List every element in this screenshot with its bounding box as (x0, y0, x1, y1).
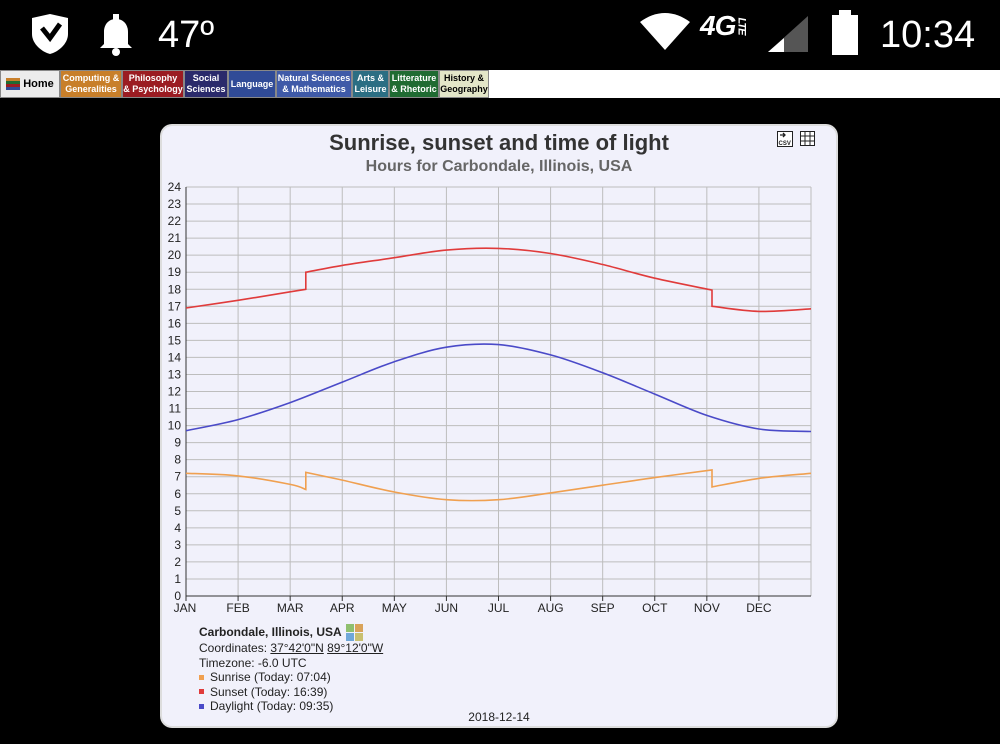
y-tick-label: 15 (168, 333, 182, 347)
temperature-text: 47º (158, 14, 215, 56)
coordinates-label: Coordinates: (199, 641, 268, 655)
legend-item[interactable]: Sunset (Today: 16:39) (199, 685, 383, 700)
nav-tab-4[interactable]: Language (228, 70, 276, 98)
nav-tab-3[interactable]: Social Sciences (184, 70, 228, 98)
legend-items: Sunrise (Today: 07:04) Sunset (Today: 16:… (199, 670, 383, 714)
map-grid-icon[interactable] (345, 624, 363, 641)
y-tick-label: 2 (174, 555, 181, 569)
clock-text: 10:34 (880, 14, 976, 56)
y-tick-label: 18 (168, 282, 182, 296)
legend-marker-icon (199, 703, 204, 709)
nav-tab-1[interactable]: Computing & Generalities (60, 70, 122, 98)
chart-subtitle: Hours for Carbondale, Illinois, USA (365, 158, 633, 175)
y-tick-label: 16 (168, 316, 182, 330)
legend-item[interactable]: Daylight (Today: 09:35) (199, 699, 383, 714)
legend-marker-icon (199, 674, 204, 680)
y-tick-label: 12 (168, 385, 182, 399)
svg-text:CSV: CSV (779, 141, 791, 147)
y-tick-label: 23 (168, 197, 182, 211)
x-tick-label: MAY (382, 601, 407, 615)
x-tick-label: MAR (277, 601, 304, 615)
signal-icon (768, 16, 808, 52)
nav-tab-2[interactable]: Philosophy & Psychology (122, 70, 184, 98)
status-bar: 47º 4G LTE 10:34 (0, 0, 1000, 70)
series-line-daylight (185, 343, 812, 433)
chart-date: 2018-12-14 (468, 710, 530, 724)
nav-tab-label: Home (23, 77, 54, 90)
y-tick-label: 20 (168, 248, 182, 262)
x-tick-label: OCT (642, 601, 668, 615)
nav-tab-0[interactable]: Home (0, 70, 60, 98)
x-tick-label: AUG (538, 601, 564, 615)
latitude-link[interactable]: 37°42'0"N (270, 641, 324, 655)
x-tick-label: JAN (174, 601, 197, 615)
legend-item-label: Sunrise (Today: 07:04) (210, 670, 331, 684)
legend-location: Carbondale, Illinois, USA (199, 625, 342, 640)
wifi-icon (640, 13, 690, 50)
nav-tab-8[interactable]: History & Geography (439, 70, 489, 98)
table-view-icon[interactable] (800, 131, 815, 146)
legend-item-label: Daylight (Today: 09:35) (210, 699, 334, 713)
y-tick-label: 0 (174, 589, 181, 603)
y-tick-label: 11 (169, 402, 182, 416)
y-tick-label: 13 (168, 367, 182, 381)
longitude-link[interactable]: 89°12'0"W (327, 641, 384, 655)
legend-marker-icon (199, 689, 204, 695)
y-tick-label: 21 (168, 231, 182, 245)
legend-coordinates: Coordinates: 37°42'0"N 89°12'0"W (199, 641, 383, 656)
y-tick-label: 9 (174, 436, 181, 450)
x-tick-label: APR (330, 601, 355, 615)
y-tick-label: 5 (174, 504, 181, 518)
legend-item[interactable]: Sunrise (Today: 07:04) (199, 670, 383, 685)
csv-export-icon[interactable]: CSV (777, 131, 793, 147)
home-books-icon (6, 78, 21, 90)
y-tick-label: 8 (174, 453, 181, 467)
y-tick-label: 19 (168, 265, 182, 279)
x-tick-label: SEP (591, 601, 615, 615)
y-tick-label: 22 (168, 214, 182, 228)
x-tick-label: NOV (694, 601, 720, 615)
bell-icon (100, 14, 132, 56)
x-tick-label: FEB (226, 601, 249, 615)
network-type-text: 4G (700, 10, 736, 41)
x-tick-label: JUL (488, 601, 510, 615)
network-type: 4G LTE (700, 10, 750, 42)
y-tick-label: 10 (168, 419, 182, 433)
battery-icon (832, 10, 858, 55)
y-tick-label: 7 (174, 470, 181, 484)
y-tick-label: 24 (168, 180, 182, 194)
series-line-sunrise (185, 468, 812, 502)
y-tick-label: 6 (174, 487, 181, 501)
y-tick-label: 14 (168, 350, 182, 364)
y-tick-label: 1 (174, 572, 181, 586)
y-tick-label: 17 (168, 299, 182, 313)
nav-tab-6[interactable]: Arts & Leisure (352, 70, 389, 98)
y-tick-label: 3 (174, 538, 181, 552)
shield-icon (32, 14, 68, 54)
x-tick-label: DEC (746, 601, 772, 615)
legend-item-label: Sunset (Today: 16:39) (210, 684, 328, 699)
x-tick-label: JUN (435, 601, 458, 615)
y-tick-label: 4 (174, 521, 181, 535)
nav-tab-5[interactable]: Natural Sciences & Mathematics (276, 70, 352, 98)
chart-title: Sunrise, sunset and time of light (329, 130, 669, 155)
series-line-sunset (185, 247, 812, 313)
legend-timezone: Timezone: -6.0 UTC (199, 655, 307, 670)
chart-legend: Carbondale, Illinois, USA Coordinates: 3… (199, 624, 383, 714)
nav-tab-7[interactable]: Litterature & Rhetoric (389, 70, 439, 98)
